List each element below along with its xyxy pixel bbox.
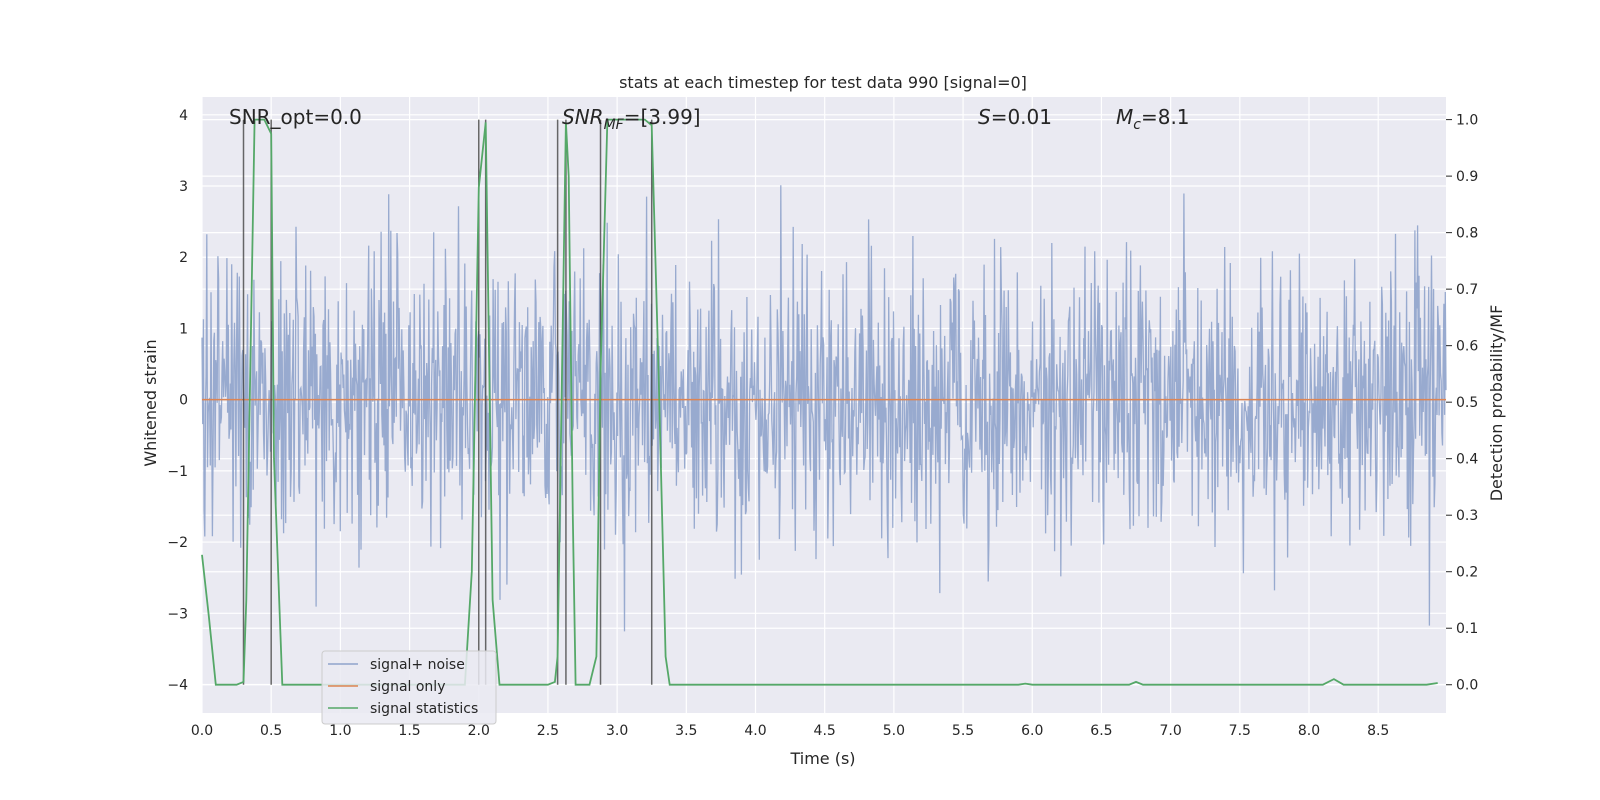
y2-tick-label: 0.6 [1456, 339, 1478, 355]
y-tick-label: −4 [167, 678, 188, 694]
y-tick-label: −1 [167, 464, 188, 480]
x-tick-label: 1.5 [398, 723, 420, 739]
y-tick-label: 2 [179, 250, 188, 266]
legend-label-signal-statistics: signal statistics [370, 701, 478, 717]
legend-box [321, 650, 497, 725]
x-tick-label: 3.5 [675, 723, 697, 739]
x-tick-label: 4.5 [814, 723, 836, 739]
mc-subscript: c [1133, 117, 1141, 133]
s-annotation: S=0.01 [978, 105, 1052, 129]
x-tick-label: 2.0 [468, 723, 490, 739]
y2-tick-label: 1.0 [1456, 113, 1478, 129]
snr-mf-subscript: MF [604, 117, 625, 133]
x-tick-label: 8.5 [1367, 723, 1389, 739]
x-tick-label: 2.5 [537, 723, 559, 739]
legend: signal+ noise signal only signal statist… [321, 650, 497, 725]
y-tick-label: 0 [179, 393, 188, 409]
s-value: =0.01 [991, 105, 1052, 129]
y2-tick-label: 0.9 [1456, 169, 1478, 185]
y2-tick-label: 0.8 [1456, 226, 1478, 242]
y-tick-label: 3 [179, 179, 188, 195]
signal-noise-series [201, 185, 1447, 632]
y-tick-label: −2 [167, 535, 188, 551]
y-tick-label: −3 [167, 606, 188, 622]
x-tick-label: 0.5 [260, 723, 282, 739]
snr-mf-name: SNR [562, 105, 604, 129]
x-axis-ticks: 0.0 0.5 1.0 1.5 2.0 2.5 3.0 3.5 4.0 4.5 5.0 5.5 6.0 6… [191, 723, 1389, 739]
y2-tick-label: 0.5 [1456, 395, 1478, 411]
x-axis-label: Time (s) [789, 749, 855, 768]
mc-name: M [1116, 105, 1133, 129]
signal-noise-trace [201, 185, 1447, 632]
y2-tick-label: 0.7 [1456, 282, 1478, 298]
y2-tick-label: 0.0 [1456, 678, 1478, 694]
legend-label-signal-noise: signal+ noise [370, 657, 465, 673]
x-tick-label: 1.0 [329, 723, 351, 739]
y-axis-ticks: 4 3 2 1 0 −1 −2 −3 −4 [167, 108, 188, 694]
y2-tick-label: 0.1 [1456, 621, 1478, 637]
y2-tick-label: 0.3 [1456, 508, 1478, 524]
legend-label-signal-only: signal only [370, 679, 445, 695]
mc-value: =8.1 [1141, 105, 1190, 129]
snr-opt-annotation: SNR_opt=0.0 [229, 105, 362, 129]
s-name: S [978, 105, 991, 129]
y2-axis-ticks: 1.0 0.9 0.8 0.7 0.6 0.5 0.4 0.3 0.2 0.1 0.0 [1446, 113, 1478, 694]
y2-tick-label: 0.2 [1456, 565, 1478, 581]
y-tick-label: 1 [179, 321, 188, 337]
x-tick-label: 5.0 [883, 723, 905, 739]
y2-axis-label: Detection probability/MF [1487, 305, 1506, 502]
signal-statistics-series [201, 118, 1438, 686]
x-tick-label: 4.0 [744, 723, 766, 739]
x-tick-label: 7.5 [1229, 723, 1251, 739]
x-tick-label: 5.5 [952, 723, 974, 739]
x-tick-label: 3.0 [606, 723, 628, 739]
y2-tick-label: 0.4 [1456, 452, 1478, 468]
snr-mf-value: =[3.99] [624, 105, 701, 129]
x-tick-label: 6.0 [1021, 723, 1043, 739]
mc-annotation: Mc=8.1 [1116, 105, 1190, 133]
y-axis-label: Whitened strain [141, 339, 160, 466]
chart-title: stats at each timestep for test data 990… [619, 73, 1027, 92]
x-tick-label: 8.0 [1298, 723, 1320, 739]
x-tick-label: 7.0 [1159, 723, 1181, 739]
x-tick-label: 6.5 [1090, 723, 1112, 739]
x-tick-label: 0.0 [191, 723, 213, 739]
y-tick-label: 4 [179, 108, 188, 124]
snr-mf-annotation: SNRMF=[3.99] [562, 105, 701, 133]
